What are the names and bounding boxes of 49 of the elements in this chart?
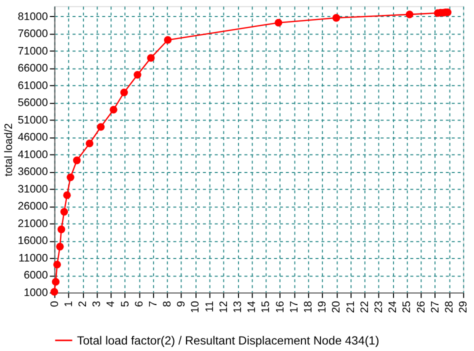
x-tick-label: 0	[48, 300, 61, 307]
y-tick-label: 46000	[18, 132, 48, 144]
x-tick-label: 16	[274, 300, 286, 314]
x-tick-label: 17	[288, 300, 300, 314]
x-tick-label: 6	[133, 300, 146, 307]
y-tick-label: 71000	[18, 45, 48, 58]
x-tick-label: 26	[415, 300, 428, 314]
y-tick-label: 1000	[24, 286, 48, 299]
y-tick-label: 41000	[18, 148, 48, 161]
x-tick-label: 21	[344, 300, 357, 314]
x-tick-label: 10	[190, 300, 202, 314]
y-tick-label: 61000	[18, 80, 48, 92]
x-tick-label: 1	[62, 300, 75, 307]
x-tick-label: 4	[105, 300, 118, 307]
x-tick-label: 24	[387, 300, 400, 314]
legend-label: Total load factor(2) / Resultant Displacement Node 434(1)	[77, 333, 380, 348]
y-tick-label: 76000	[18, 28, 48, 40]
x-tick-label: 2	[76, 300, 89, 307]
x-tick-label: 23	[373, 300, 386, 314]
x-tick-label: 12	[218, 300, 230, 314]
x-tick-label: 14	[246, 300, 258, 314]
x-tick-label: 29	[458, 300, 470, 314]
y-tick-label: 21000	[18, 218, 48, 230]
x-tick-label: 20	[330, 300, 343, 314]
y-tick-label: 56000	[18, 97, 48, 110]
x-tick-label: 28	[443, 300, 456, 314]
x-tick-label: 13	[232, 300, 244, 314]
x-tick-label: 25	[401, 300, 414, 314]
x-tick-label: 9	[176, 300, 188, 307]
x-tick-label: 18	[302, 300, 315, 314]
x-tick-label: 7	[147, 300, 160, 307]
x-tick-label: 8	[162, 300, 174, 307]
y-tick-label: 31000	[18, 183, 48, 196]
y-tick-label: 11000	[18, 252, 48, 264]
x-tick-label: 3	[91, 300, 104, 307]
y-tick-label: 16000	[18, 235, 48, 248]
x-tick-label: 27	[429, 300, 442, 314]
x-tick-label: 22	[358, 300, 371, 314]
x-tick-label: 15	[260, 300, 272, 314]
x-tick-label: 19	[316, 300, 329, 314]
y-tick-label: 26000	[18, 200, 48, 213]
y-tick-label: 66000	[18, 62, 48, 75]
y-axis-title: total load/2	[2, 123, 15, 176]
x-tick-label: 11	[204, 300, 216, 312]
y-tick-label: 36000	[18, 166, 48, 178]
y-tick-label: 6000	[24, 270, 48, 282]
y-tick-label: 51000	[18, 114, 48, 126]
y-tick-label: 81000	[18, 10, 48, 23]
x-tick-label: 5	[119, 300, 132, 307]
